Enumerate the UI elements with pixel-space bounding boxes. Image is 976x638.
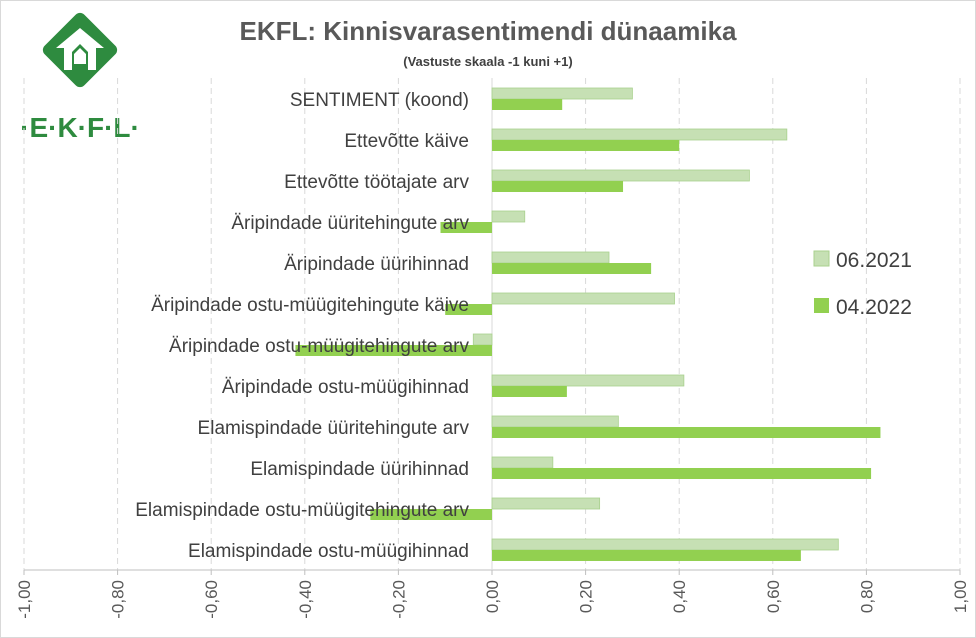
- category-label: Ettevõtte käive: [344, 131, 469, 152]
- x-tick-label: 0,60: [764, 580, 783, 613]
- category-label: Äripindade ostu-müügihinnad: [222, 377, 469, 398]
- category-label: SENTIMENT (koond): [290, 90, 469, 111]
- category-label: Äripindade üüritehingute arv: [231, 213, 469, 234]
- category-label: Elamispindade üüritehingute arv: [198, 418, 470, 439]
- bar-04.2022: [295, 345, 492, 356]
- category-label: Ettevõtte töötajate arv: [284, 172, 469, 193]
- bar-04.2022: [492, 468, 872, 479]
- legend-label: 06.2021: [836, 249, 912, 272]
- bar-06.2021: [491, 292, 675, 305]
- category-label: Elamispindade ostu-müügihinnad: [188, 541, 469, 562]
- category-label: Elamispindade üürihinnad: [250, 459, 469, 480]
- chart-subtitle: (Vastuste skaala -1 kuni +1): [403, 54, 572, 69]
- bar-06.2021: [491, 169, 750, 182]
- bar-04.2022: [440, 222, 492, 233]
- category-labels: SENTIMENT (koond) Ettevõtte käive Ettevõtt…: [135, 90, 469, 562]
- x-tick-labels: -1,00 -0,80 -0,60 -0,40 -0,20 0,00 0,20 0,40 0,6…: [15, 580, 970, 619]
- logo-text: ·E·K·F·L·: [20, 112, 140, 143]
- bar-04.2022: [370, 509, 492, 520]
- category-label: Äripindade ostu-müügitehingute käive: [151, 295, 469, 316]
- bar-04.2022: [492, 181, 624, 192]
- bar-04.2022: [492, 427, 881, 438]
- category-label: Äripindade üürihinnad: [284, 254, 469, 275]
- bar-04.2022: [492, 386, 567, 397]
- bar-04.2022: [492, 263, 652, 274]
- x-tick-label: -0,80: [109, 580, 128, 619]
- x-tick-label: 0,40: [670, 580, 689, 613]
- bar-04.2022: [492, 550, 801, 561]
- x-tick-label: 1,00: [951, 580, 970, 613]
- x-tick-label: 0,00: [483, 580, 502, 613]
- category-label: Elamispindade ostu-müügitehingute arv: [135, 500, 469, 521]
- x-tick-label: 0,20: [577, 580, 596, 613]
- bar-06.2021: [472, 333, 493, 346]
- ekfl-logo: ·E·K·F·L·: [20, 12, 140, 143]
- bar-04.2022: [492, 99, 563, 110]
- grid-lines: [23, 78, 961, 575]
- x-tick-label: -0,20: [389, 580, 408, 619]
- bar-06.2021: [491, 87, 633, 100]
- x-tick-label: -1,00: [15, 580, 34, 619]
- legend-swatch: [813, 250, 830, 267]
- bar-06.2021: [491, 128, 788, 141]
- x-tick-label: 0,80: [857, 580, 876, 613]
- bar-06.2021: [491, 374, 685, 387]
- legend: 06.2021 04.2022: [813, 249, 912, 319]
- bar-06.2021: [491, 456, 554, 469]
- bar-06.2021: [491, 497, 601, 510]
- bar-06.2021: [491, 210, 526, 223]
- bar-06.2021: [491, 251, 610, 264]
- bars: [295, 87, 881, 561]
- x-tick-label: -0,40: [296, 580, 315, 619]
- bar-06.2021: [491, 538, 839, 551]
- chart-title: EKFL: Kinnisvarasentimendi dünaamika: [239, 16, 737, 46]
- bar-06.2021: [491, 415, 619, 428]
- bar-04.2022: [445, 304, 492, 315]
- bar-04.2022: [492, 140, 680, 151]
- legend-label: 04.2022: [836, 296, 912, 319]
- category-label: Äripindade ostu-müügitehingute arv: [169, 336, 469, 357]
- legend-swatch: [814, 298, 829, 313]
- x-tick-label: -0,60: [202, 580, 221, 619]
